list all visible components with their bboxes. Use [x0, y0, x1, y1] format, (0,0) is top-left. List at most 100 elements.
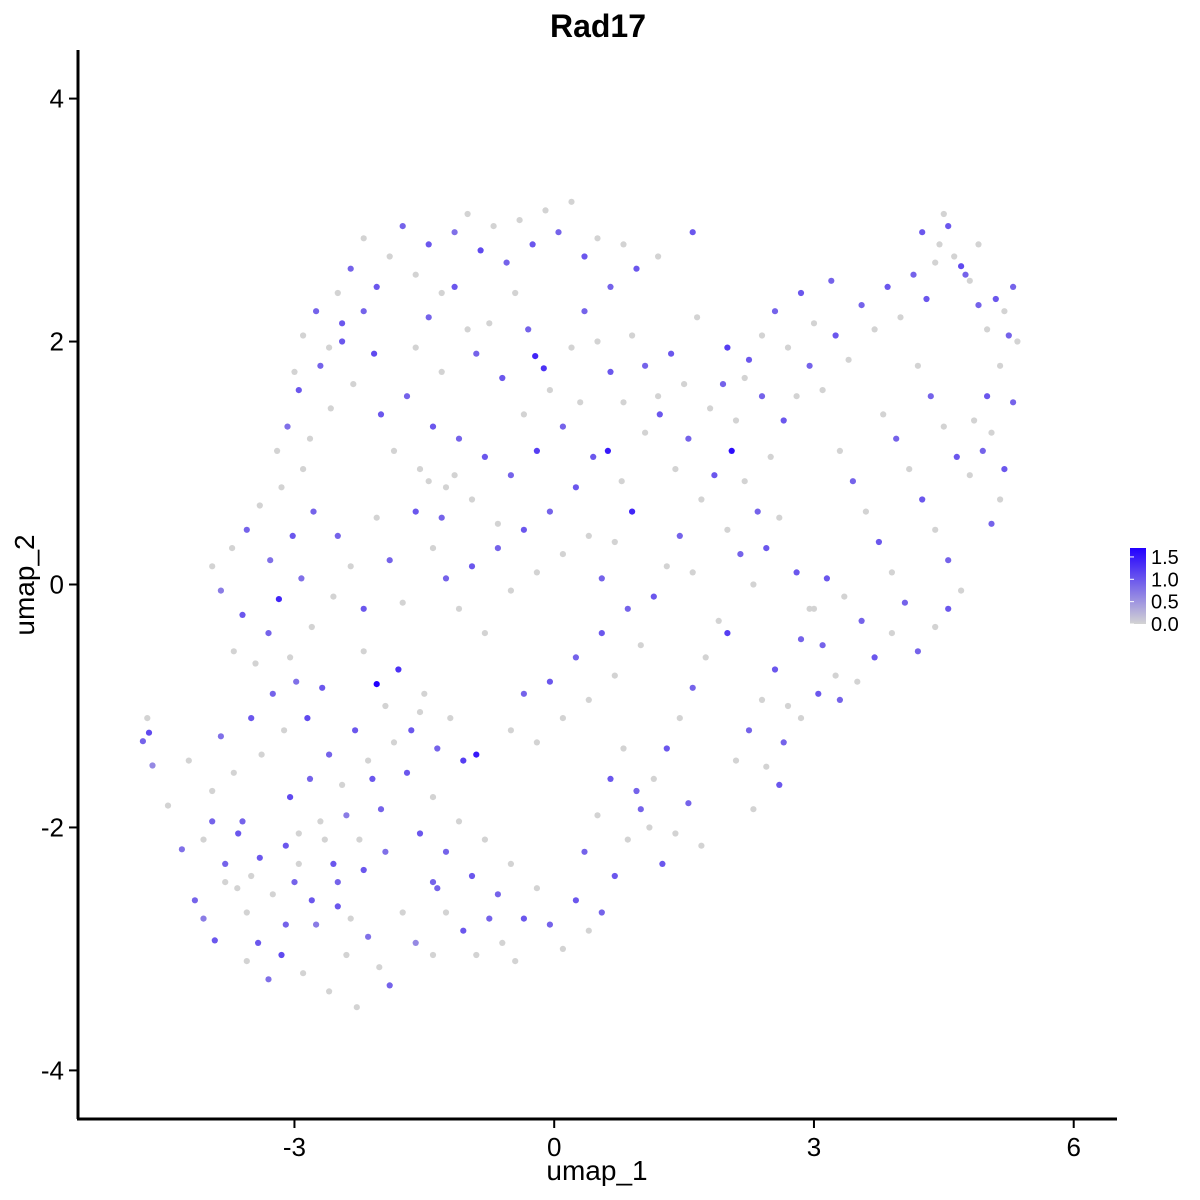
data-point [629, 332, 636, 339]
data-point [438, 514, 445, 521]
data-point [275, 596, 282, 603]
data-point [797, 636, 805, 643]
data-point [298, 575, 305, 582]
data-point [291, 879, 298, 886]
data-point [412, 271, 419, 278]
data-point [776, 514, 783, 521]
data-point [771, 666, 779, 673]
data-point [901, 599, 909, 606]
data-point [347, 265, 354, 272]
data-point [767, 453, 774, 460]
data-point [611, 538, 618, 546]
data-point [468, 872, 476, 880]
data-point [278, 484, 285, 491]
data-point [234, 885, 241, 892]
data-point [841, 593, 848, 600]
data-point [360, 308, 367, 315]
data-point [281, 727, 288, 734]
data-point [477, 247, 484, 254]
data-point [421, 690, 428, 697]
data-point [416, 830, 424, 837]
data-point [339, 338, 346, 345]
data-point [875, 538, 883, 546]
data-point [984, 326, 991, 333]
data-point [620, 745, 627, 752]
data-point [507, 727, 514, 734]
data-point [919, 229, 926, 236]
data-point [211, 937, 218, 944]
data-point [347, 563, 354, 570]
data-point [274, 447, 281, 454]
data-point [460, 757, 467, 764]
data-point [793, 393, 800, 400]
data-point [546, 678, 554, 685]
data-point [486, 915, 493, 922]
data-point [1014, 338, 1021, 345]
data-point [711, 472, 718, 479]
data-point [728, 447, 735, 454]
data-point [442, 848, 450, 855]
data-point [243, 909, 250, 916]
axes [76, 50, 1117, 1121]
data-point [646, 824, 653, 831]
data-point [763, 545, 770, 552]
data-point [572, 654, 580, 661]
data-point [377, 806, 385, 813]
data-point [719, 381, 727, 388]
data-point [642, 362, 649, 369]
data-point [287, 794, 294, 801]
data-point [975, 302, 982, 309]
data-point [429, 423, 437, 430]
data-point [425, 478, 432, 485]
data-point [845, 356, 852, 363]
data-point [655, 253, 662, 260]
data-point [464, 210, 471, 218]
data-point [656, 411, 663, 418]
data-point [360, 866, 367, 874]
data-point [347, 915, 354, 922]
data-point [239, 611, 246, 619]
x-axis-title: umap_1 [546, 1155, 647, 1186]
data-point [455, 435, 463, 442]
data-point [618, 478, 625, 485]
data-point [235, 830, 242, 837]
data-point [317, 362, 324, 369]
data-point [327, 405, 334, 412]
data-point [447, 715, 454, 722]
data-point [217, 587, 224, 594]
data-point [828, 277, 835, 284]
data-point [330, 593, 337, 600]
data-point [503, 259, 510, 266]
data-point [369, 775, 376, 783]
data-point [793, 569, 800, 576]
data-point [468, 496, 476, 503]
data-point [258, 751, 265, 758]
y-tick-label: -4 [41, 1055, 64, 1085]
data-point [624, 605, 631, 612]
data-point [555, 229, 562, 236]
data-point [806, 362, 813, 369]
data-point [265, 630, 272, 637]
scatter-points [139, 198, 1021, 1011]
data-point [715, 617, 722, 625]
data-point [494, 520, 501, 527]
data-point [832, 672, 839, 679]
data-point [546, 387, 554, 394]
y-axis-title: umap_2 [9, 534, 40, 635]
data-point [1001, 466, 1008, 473]
data-point [923, 295, 930, 303]
chart-title: Rad17 [550, 8, 646, 44]
data-point [525, 326, 532, 333]
data-point [966, 472, 973, 479]
data-point [932, 526, 939, 533]
data-point [382, 702, 389, 710]
data-point [516, 217, 523, 224]
data-point [540, 365, 547, 372]
data-point [604, 447, 612, 454]
data-point [642, 429, 649, 436]
data-point [243, 958, 250, 965]
data-point [239, 818, 246, 825]
data-point [559, 945, 567, 953]
data-point [494, 545, 501, 552]
